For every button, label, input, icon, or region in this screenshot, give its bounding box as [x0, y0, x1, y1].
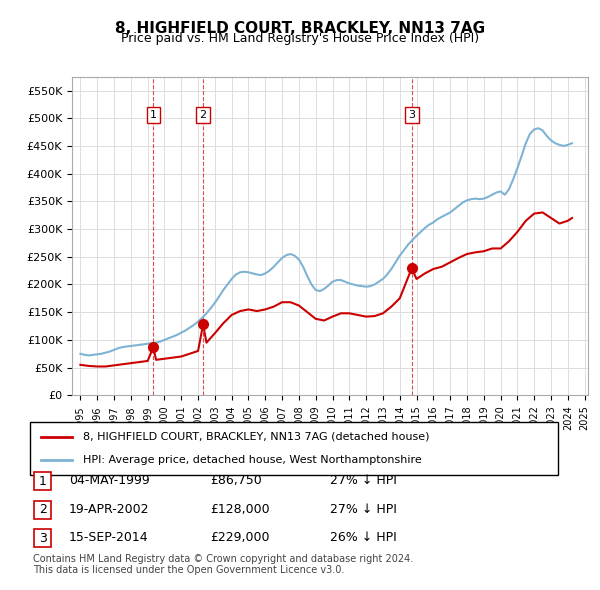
Text: 8, HIGHFIELD COURT, BRACKLEY, NN13 7AG (detached house): 8, HIGHFIELD COURT, BRACKLEY, NN13 7AG (… — [83, 432, 430, 442]
Text: £229,000: £229,000 — [210, 531, 269, 544]
FancyBboxPatch shape — [34, 473, 51, 490]
Text: 3: 3 — [38, 532, 47, 545]
Text: 1: 1 — [150, 110, 157, 120]
Text: 27% ↓ HPI: 27% ↓ HPI — [330, 474, 397, 487]
Text: Contains HM Land Registry data © Crown copyright and database right 2024.
This d: Contains HM Land Registry data © Crown c… — [33, 553, 413, 575]
Text: 19-APR-2002: 19-APR-2002 — [69, 503, 149, 516]
Text: HPI: Average price, detached house, West Northamptonshire: HPI: Average price, detached house, West… — [83, 455, 422, 465]
Text: 27% ↓ HPI: 27% ↓ HPI — [330, 503, 397, 516]
Text: Price paid vs. HM Land Registry's House Price Index (HPI): Price paid vs. HM Land Registry's House … — [121, 32, 479, 45]
Text: £128,000: £128,000 — [210, 503, 269, 516]
FancyBboxPatch shape — [30, 422, 558, 475]
Text: £86,750: £86,750 — [210, 474, 262, 487]
Text: 2: 2 — [200, 110, 206, 120]
Text: 15-SEP-2014: 15-SEP-2014 — [69, 531, 149, 544]
FancyBboxPatch shape — [34, 501, 51, 519]
Text: 8, HIGHFIELD COURT, BRACKLEY, NN13 7AG: 8, HIGHFIELD COURT, BRACKLEY, NN13 7AG — [115, 21, 485, 35]
Text: 1: 1 — [38, 475, 47, 488]
Text: 26% ↓ HPI: 26% ↓ HPI — [330, 531, 397, 544]
Text: 2: 2 — [38, 503, 47, 516]
Text: 04-MAY-1999: 04-MAY-1999 — [69, 474, 150, 487]
Text: 3: 3 — [408, 110, 415, 120]
FancyBboxPatch shape — [34, 529, 51, 547]
